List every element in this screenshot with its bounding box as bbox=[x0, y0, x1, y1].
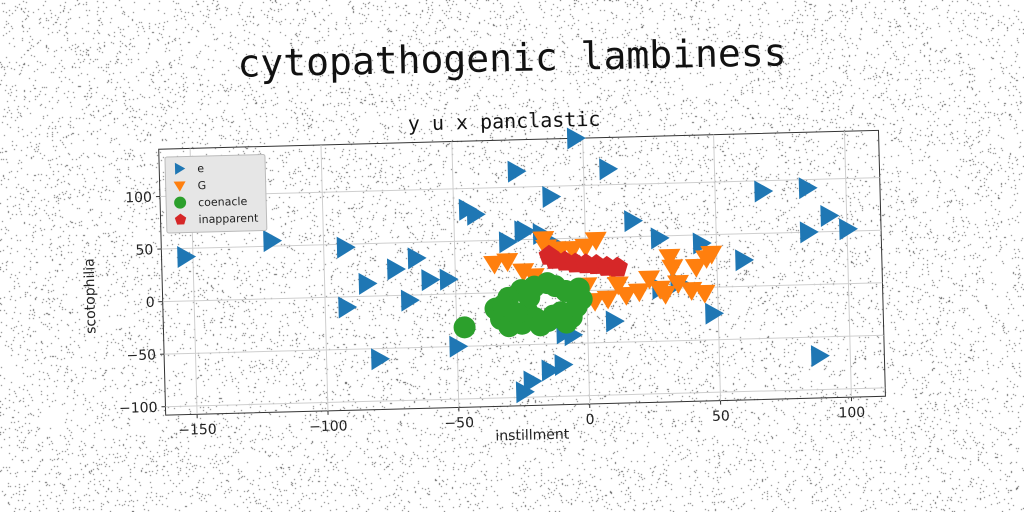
x-grid-line bbox=[320, 144, 329, 411]
legend-entry: coenacle bbox=[198, 195, 248, 209]
data-point bbox=[561, 240, 584, 260]
data-point bbox=[483, 255, 506, 275]
y-grid-line bbox=[159, 177, 880, 198]
data-point bbox=[614, 286, 637, 306]
data-point bbox=[523, 370, 543, 393]
data-point bbox=[336, 236, 356, 259]
data-point bbox=[754, 180, 774, 203]
data-point bbox=[505, 302, 528, 325]
data-point bbox=[735, 249, 755, 272]
data-point bbox=[624, 210, 644, 233]
data-point bbox=[532, 231, 555, 251]
data-point bbox=[453, 316, 476, 339]
data-point bbox=[605, 310, 625, 333]
legend-box bbox=[164, 153, 268, 234]
data-point bbox=[700, 245, 723, 265]
x-grid-line bbox=[713, 134, 722, 401]
data-point bbox=[358, 272, 378, 295]
legend-marker bbox=[174, 213, 187, 225]
x-tick-label: 0 bbox=[585, 412, 594, 428]
data-points bbox=[177, 127, 859, 404]
data-point bbox=[574, 238, 597, 258]
data-point bbox=[839, 218, 859, 241]
x-grid-line bbox=[843, 131, 852, 398]
data-point bbox=[650, 227, 670, 250]
data-point bbox=[512, 263, 535, 283]
data-point bbox=[421, 269, 441, 292]
x-tick-label: −100 bbox=[309, 418, 348, 435]
data-point bbox=[400, 289, 420, 312]
legend-marker bbox=[174, 162, 186, 175]
data-point bbox=[599, 158, 619, 181]
legend-marker bbox=[173, 181, 186, 192]
legend-marker bbox=[174, 196, 187, 209]
data-point bbox=[386, 258, 406, 281]
data-point bbox=[799, 221, 819, 244]
data-point bbox=[798, 177, 818, 200]
y-tick-label: 0 bbox=[146, 295, 155, 311]
x-tick-label: 100 bbox=[838, 405, 865, 422]
x-tick-label: 50 bbox=[712, 408, 730, 424]
y-tick-label: −100 bbox=[119, 400, 158, 417]
data-point bbox=[596, 290, 619, 310]
data-point bbox=[666, 274, 689, 294]
y-tick-label: 100 bbox=[125, 190, 152, 207]
data-point bbox=[810, 345, 830, 368]
data-point bbox=[627, 283, 650, 303]
data-point bbox=[705, 302, 725, 325]
x-tick-label: −150 bbox=[178, 422, 217, 439]
data-point bbox=[514, 220, 534, 243]
data-point bbox=[338, 296, 358, 319]
data-point bbox=[584, 231, 607, 251]
y-axis-label: scotophilia bbox=[82, 258, 100, 334]
data-point bbox=[693, 284, 716, 304]
x-tick-label: −50 bbox=[444, 415, 474, 432]
data-point bbox=[692, 232, 712, 255]
data-point bbox=[439, 268, 459, 291]
data-point bbox=[820, 205, 840, 228]
data-point bbox=[263, 230, 283, 253]
data-point bbox=[449, 335, 469, 358]
data-point bbox=[554, 353, 574, 376]
plot-area bbox=[158, 129, 886, 416]
y-tick-label: 50 bbox=[135, 242, 153, 258]
data-point bbox=[507, 160, 527, 183]
legend-entry: inapparent bbox=[198, 212, 259, 227]
x-grid-line bbox=[451, 141, 460, 408]
data-point bbox=[638, 270, 661, 290]
y-tick-label: −50 bbox=[126, 347, 156, 364]
data-point bbox=[538, 244, 560, 265]
data-point bbox=[658, 248, 681, 268]
data-point bbox=[654, 285, 677, 305]
y-grid-line bbox=[164, 334, 884, 355]
axis-ticks: −150 −100 −50 0 50 100 −100 −50 0 50 100 bbox=[119, 190, 866, 439]
plot-title: y u x panclastic bbox=[407, 107, 600, 136]
data-point bbox=[566, 127, 586, 150]
data-point bbox=[542, 186, 562, 208]
data-point bbox=[466, 203, 486, 226]
data-point bbox=[515, 381, 535, 404]
x-axis-label: instillment bbox=[495, 427, 570, 445]
data-point bbox=[407, 247, 427, 270]
data-point bbox=[541, 359, 561, 382]
data-point bbox=[661, 259, 684, 279]
data-point bbox=[177, 246, 197, 269]
data-point bbox=[496, 253, 519, 273]
data-point bbox=[370, 348, 390, 371]
data-point bbox=[684, 258, 707, 278]
legend-entry: e bbox=[197, 162, 204, 175]
data-point bbox=[498, 231, 518, 254]
legend-entry: G bbox=[198, 179, 207, 192]
data-point bbox=[606, 256, 628, 277]
